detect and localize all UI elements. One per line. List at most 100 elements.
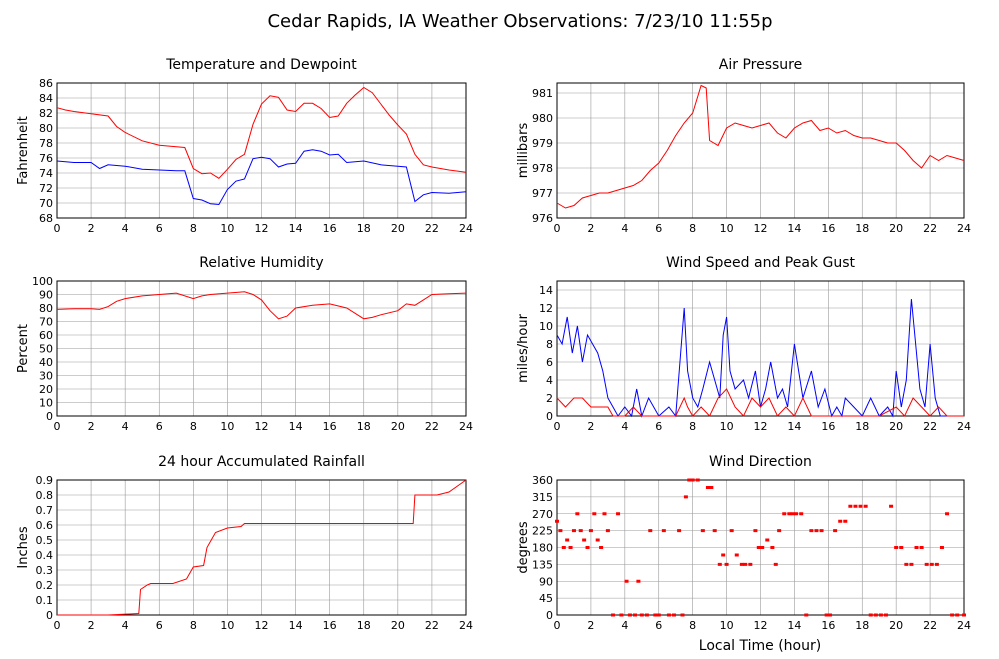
direction-point	[677, 529, 682, 533]
direction-point	[683, 495, 688, 499]
y-tick-label: 4	[546, 374, 553, 387]
x-tick-label: 24	[957, 619, 971, 632]
y-tick-label: 80	[39, 122, 53, 135]
direction-point	[633, 613, 638, 617]
direction-point	[605, 529, 610, 533]
y-tick-label: 45	[539, 592, 553, 605]
direction-point	[782, 512, 787, 516]
direction-point	[894, 546, 899, 549]
y-tick-label: 90	[39, 289, 53, 302]
direction-point	[773, 562, 778, 566]
y-tick-label: 76	[39, 152, 53, 165]
x-tick-label: 0	[54, 420, 61, 433]
direction-point	[833, 529, 838, 533]
x-tick-label: 4	[122, 619, 129, 632]
x-tick-label: 4	[621, 420, 628, 433]
y-tick-label: 0.7	[36, 504, 54, 517]
direction-point	[756, 546, 761, 549]
direction-point	[721, 553, 726, 557]
direction-point	[814, 529, 819, 533]
direction-point	[950, 613, 955, 617]
x-tick-label: 24	[957, 222, 971, 235]
plot-frame	[556, 280, 965, 417]
y-tick-label: 981	[532, 87, 553, 100]
y-tick-label: 84	[39, 92, 53, 105]
y-tick-label: 70	[39, 316, 53, 329]
direction-point	[610, 613, 615, 617]
direction-point	[724, 562, 729, 566]
direction-point	[729, 529, 734, 533]
shared-x-axis-label: Local Time (hour)	[699, 638, 821, 654]
y-tick-label: 86	[39, 77, 53, 90]
x-tick-label: 24	[459, 619, 473, 632]
direction-point	[883, 613, 888, 617]
y-tick-label: 0.5	[36, 534, 54, 547]
x-tick-label: 6	[655, 420, 662, 433]
direction-point	[777, 529, 782, 533]
x-tick-label: 14	[289, 619, 303, 632]
y-tick-label: 979	[532, 137, 553, 150]
y-tick-label: 70	[39, 197, 53, 210]
direction-point	[700, 529, 705, 533]
y-tick-label: 0.9	[36, 474, 54, 487]
direction-point	[924, 562, 929, 566]
y-tick-label: 0.2	[36, 579, 54, 592]
direction-point	[838, 519, 843, 523]
y-tick-label: 82	[39, 107, 53, 120]
direction-point	[819, 529, 824, 533]
direction-point	[889, 504, 894, 508]
y-tick-label: 270	[532, 508, 553, 521]
y-tick-label: 30	[39, 370, 53, 383]
chart-title: Wind Direction	[709, 454, 812, 470]
x-tick-label: 4	[621, 222, 628, 235]
x-tick-label: 22	[923, 420, 937, 433]
direction-point	[878, 613, 883, 617]
x-tick-label: 8	[689, 420, 696, 433]
y-tick-label: 20	[39, 383, 53, 396]
y-tick-label: 72	[39, 182, 53, 195]
direction-point	[672, 613, 677, 617]
x-tick-label: 10	[220, 420, 234, 433]
direction-point	[592, 512, 597, 516]
x-tick-label: 8	[190, 420, 197, 433]
y-tick-label: 80	[39, 302, 53, 315]
series-line-0	[57, 479, 467, 616]
y-tick-label: 10	[39, 397, 53, 410]
direction-point	[680, 613, 685, 617]
plot-frame	[56, 82, 467, 219]
x-tick-label: 10	[220, 619, 234, 632]
direction-point	[945, 512, 950, 516]
y-tick-label: 0.6	[36, 519, 54, 532]
x-tick-label: 16	[821, 222, 835, 235]
direction-point	[863, 504, 868, 508]
y-tick-label: 0	[46, 609, 53, 622]
y-axis-label: Fahrenheit	[16, 116, 31, 185]
y-axis-label: Inches	[16, 526, 31, 568]
x-tick-label: 22	[425, 619, 439, 632]
page-title: Cedar Rapids, IA Weather Observations: 7…	[267, 11, 772, 32]
x-tick-label: 18	[855, 222, 869, 235]
direction-point	[690, 478, 695, 482]
x-tick-label: 16	[323, 420, 337, 433]
series-line-0	[556, 298, 964, 418]
direction-point	[666, 613, 671, 617]
direction-point	[770, 546, 775, 549]
y-tick-label: 977	[532, 187, 553, 200]
direction-point	[656, 613, 661, 617]
plot-frame	[56, 280, 467, 417]
direction-point	[739, 562, 744, 566]
chart-title: 24 hour Accumulated Rainfall	[158, 454, 365, 470]
x-tick-label: 4	[122, 420, 129, 433]
direction-point	[616, 512, 621, 516]
x-tick-label: 0	[54, 619, 61, 632]
direction-point	[914, 546, 919, 549]
chart-title: Wind Speed and Peak Gust	[666, 255, 855, 271]
direction-point	[717, 562, 722, 566]
x-tick-label: 12	[255, 222, 269, 235]
